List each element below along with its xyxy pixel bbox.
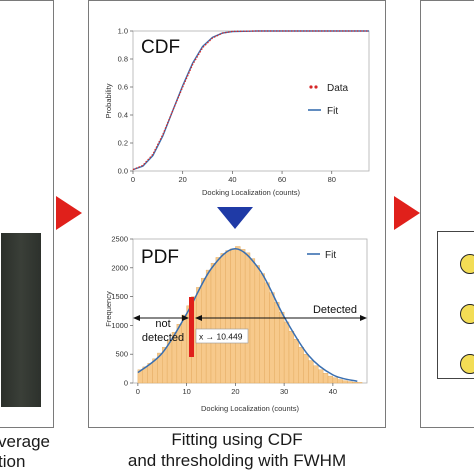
pdf-bar (337, 379, 343, 384)
pdf-y-tick-label: 2500 (111, 235, 128, 244)
cdf-x-tick-label: 60 (278, 175, 286, 184)
cdf-series (132, 30, 369, 171)
left-panel (0, 0, 54, 428)
not-detected-label-line1: not (155, 318, 170, 330)
pdf-bar (347, 381, 353, 384)
pdf-bar (269, 292, 275, 384)
pdf-legend-fit-label: Fit (325, 250, 336, 261)
pdf-fit-curve (137, 248, 358, 383)
cdf-chart: 0 20 40 60 80 0.0 0.2 0.4 0.6 0.8 1.0 CDF Docking … (104, 27, 370, 197)
pdf-x-tick-label: 40 (329, 387, 337, 396)
cdf-y-tick-label: 0.8 (118, 55, 128, 64)
cdf-legend-fit-label: Fit (327, 106, 338, 117)
left-caption-line1: verage (0, 432, 50, 451)
cdf-x-tick-label: 0 (131, 175, 135, 184)
center-caption-line1: Fitting using CDF (171, 430, 303, 449)
threshold-label-box (195, 328, 249, 344)
cdf-y-tick-label: 0.6 (118, 83, 128, 92)
detected-label: Detected (313, 304, 357, 316)
pdf-ylabel: Frequency (104, 291, 113, 327)
pdf-bars (137, 246, 363, 384)
pdf-y-tick-label: 1500 (111, 292, 128, 301)
pdf-bar (322, 373, 329, 384)
left-caption-line2: tion (0, 452, 26, 471)
pdf-bar (357, 382, 363, 384)
pdf-x-tick-label: 30 (280, 387, 288, 396)
cdf-legend-data-marker-2 (314, 85, 318, 89)
pdf-bar (240, 249, 246, 384)
threshold-line (189, 297, 194, 357)
pdf-bar (181, 314, 187, 384)
pdf-bar (332, 377, 338, 384)
pdf-x-tick-label: 10 (182, 387, 190, 396)
pdf-bar (235, 246, 241, 384)
pdf-bar (166, 340, 173, 384)
cdf-x-tick-label: 40 (228, 175, 236, 184)
pdf-xlabel: Docking Localization (counts) (201, 404, 299, 413)
pdf-bar (215, 257, 221, 384)
cdf-legend-data-marker (309, 85, 313, 89)
pdf-bar (254, 265, 260, 384)
cdf-x-tick-label: 80 (328, 175, 336, 184)
pdf-bar (147, 363, 153, 384)
pdf-chart: 0 10 20 30 40 0 500 1000 1500 2000 2500 PDF Dockin… (104, 235, 368, 413)
pdf-bar (225, 250, 231, 384)
cdf-y-tick-label: 0.4 (118, 111, 128, 120)
pdf-y-tick-label: 1000 (111, 321, 128, 330)
cdf-ylabel: Probability (104, 83, 113, 118)
pdf-x-tick-label: 20 (231, 387, 239, 396)
cdf-data-points (132, 30, 369, 171)
dark-image-strip (1, 233, 41, 407)
pdf-fit-line (137, 248, 358, 383)
pdf-bar (313, 365, 319, 384)
pdf-y-tick-label: 0 (124, 379, 128, 388)
pdf-axes: 0 10 20 30 40 0 500 1000 1500 2000 2500 (111, 235, 337, 397)
center-caption-line2: and thresholding with FWHM (127, 451, 347, 470)
cdf-axes: 0 20 40 60 80 0.0 0.2 0.4 0.6 0.8 1.0 (118, 27, 336, 185)
pdf-bar (279, 311, 285, 384)
cdf-x-tick-label: 20 (179, 175, 187, 184)
pdf-bar (249, 258, 256, 384)
spot-2 (460, 304, 474, 324)
center-panel: 0 20 40 60 80 0.0 0.2 0.4 0.6 0.8 1.0 CDF Docking … (88, 0, 386, 428)
cdf-y-tick-label: 0.0 (118, 167, 128, 176)
arrow-right-1 (56, 196, 82, 230)
pdf-bar (283, 321, 290, 384)
spot-3 (460, 354, 474, 374)
pdf-bar (288, 330, 295, 384)
pdf-x-tick-label: 0 (136, 387, 140, 396)
pdf-bar (259, 273, 265, 384)
pdf-bar (210, 262, 217, 384)
not-detected-arrow (133, 315, 189, 321)
pdf-y-tick-label: 2000 (111, 263, 128, 272)
arrow-right-2 (394, 196, 420, 230)
pdf-bar (318, 369, 324, 384)
detected-arrow (195, 315, 367, 321)
pdf-bar (308, 360, 314, 384)
threshold-label: x → 10.449 (199, 332, 243, 342)
cdf-xlabel: Docking Localization (counts) (202, 188, 300, 197)
not-detected-label-line2: detected (142, 332, 184, 344)
pdf-bar (274, 302, 280, 384)
pdf-bar (303, 353, 309, 384)
right-panel (420, 0, 474, 428)
pdf-bar (264, 282, 270, 384)
pdf-bar (205, 269, 212, 384)
cdf-legend-data-label: Data (327, 83, 349, 94)
cdf-y-tick-label: 0.2 (118, 139, 128, 148)
cdf-y-tick-label: 1.0 (118, 27, 128, 36)
pdf-title: PDF (141, 247, 179, 268)
cdf-title: CDF (141, 37, 180, 58)
pdf-bar (352, 381, 358, 384)
down-arrow (217, 207, 253, 229)
pdf-bar (230, 248, 236, 384)
spot-1 (460, 254, 474, 274)
pdf-bar (298, 347, 304, 384)
pdf-bar (342, 380, 348, 384)
pdf-bar (293, 339, 299, 384)
results-box (437, 231, 474, 379)
pdf-bar (327, 375, 334, 384)
pdf-y-tick-label: 500 (115, 350, 128, 359)
